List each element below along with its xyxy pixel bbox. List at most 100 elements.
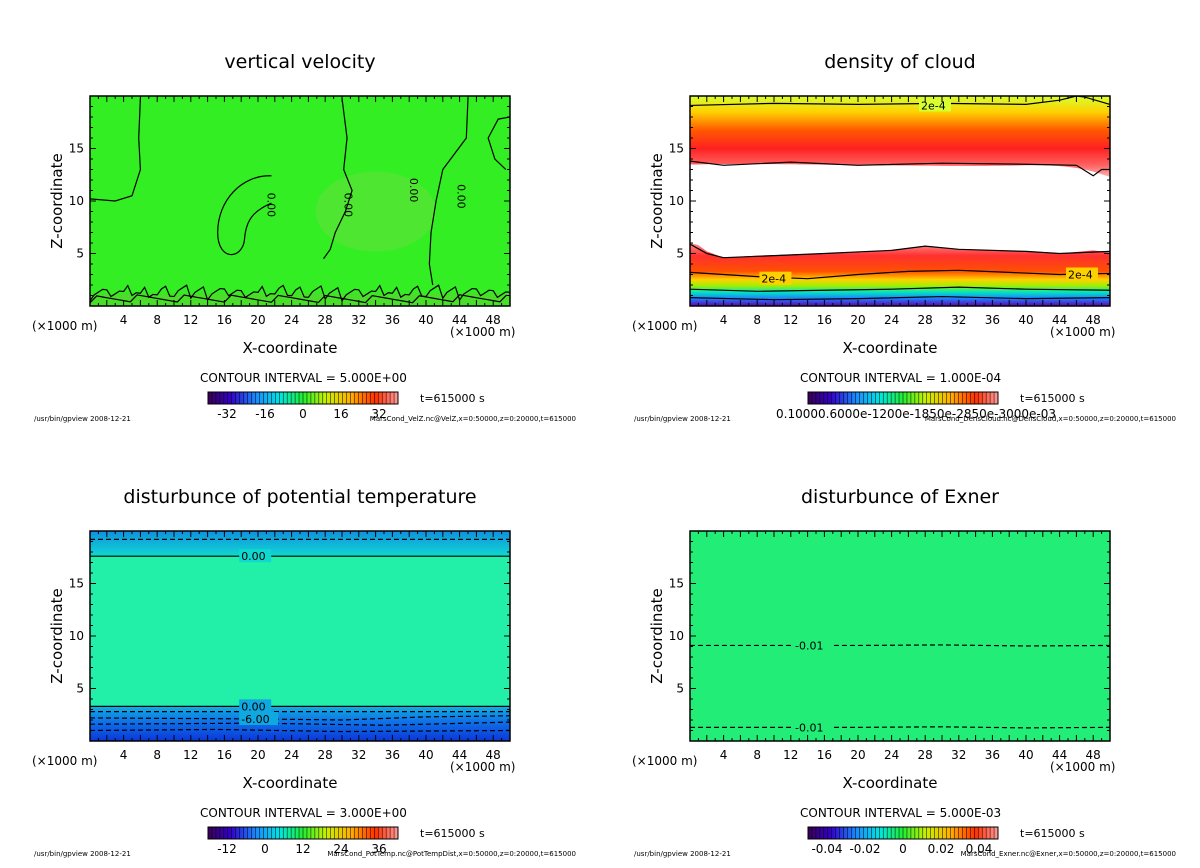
colorbar-tick-label: 12 <box>295 842 310 856</box>
x-tick-label: 44 <box>1052 313 1067 327</box>
colorbar-tick-label: 0.02 <box>928 842 955 856</box>
contour-line <box>689 295 1111 301</box>
contour-label: -0.01 <box>795 721 823 734</box>
x-tick-label: 12 <box>183 748 198 762</box>
time-stamp: t=615000 s <box>420 827 485 840</box>
x-tick-label: 36 <box>985 313 1000 327</box>
x-tick-label: 44 <box>452 748 467 762</box>
colorbar: -12 0 12 24 36 <box>207 826 399 856</box>
x-tick-label: 44 <box>452 313 467 327</box>
contour-label-bg <box>239 699 272 713</box>
footer-command: /usr/bin/gpview 2008-12-21 <box>634 415 731 423</box>
x-axis: 4 8 12 16 20 24 28 32 36 40 44 48(×1000 m) (×1000 m)… <box>632 531 1115 792</box>
colorbar-tick-label: 0 <box>899 842 907 856</box>
y-tick-label: 15 <box>69 142 84 156</box>
time-stamp: t=615000 s <box>1020 827 1085 840</box>
x-unit-right: (×1000 m) <box>1050 760 1115 774</box>
contour-label: -6.00 <box>241 713 269 726</box>
x-tick-label: 36 <box>385 313 400 327</box>
contour-line <box>89 721 511 726</box>
x-tick-label: 16 <box>817 748 832 762</box>
x-axis-label: X-coordinate <box>843 339 938 357</box>
contour-label: 0.00 <box>241 550 266 563</box>
x-tick-label: 36 <box>985 748 1000 762</box>
x-unit-right: (×1000 m) <box>450 760 515 774</box>
colorbar-tick-label: 36 <box>371 842 386 856</box>
chart-panel-4: disturbunce of Exner-0.01-0.014 8 12 16 20 24… <box>632 486 1176 858</box>
contour-line <box>487 116 511 170</box>
contour-lines <box>89 538 511 733</box>
x-unit-right: (×1000 m) <box>450 325 515 339</box>
x-unit-right: (×1000 m) <box>1050 325 1115 339</box>
contour-label: 2e-4 <box>761 273 786 286</box>
colorbar-tick-label: -0.02 <box>849 842 880 856</box>
y-tick-label: 5 <box>76 247 84 261</box>
chart-title: disturbunce of potential temperature <box>123 486 476 508</box>
contour-line <box>323 98 353 260</box>
field-fill <box>690 531 1110 741</box>
y-axis: 5 10 15Z-coordinate <box>48 541 510 731</box>
colorbar-tick-label: -32 <box>217 407 237 421</box>
colorbar-tick-label: 24 <box>333 842 348 856</box>
x-tick-label: 28 <box>918 313 933 327</box>
x-tick-label: 24 <box>284 748 299 762</box>
contour-label-bg <box>239 711 279 725</box>
contour-line <box>89 715 511 721</box>
contour-label: 0.00 <box>407 178 420 203</box>
x-tick-label: 20 <box>250 313 265 327</box>
colorbar-tick-label: 0.04 <box>966 842 993 856</box>
colorbar-tick-label: 0 <box>299 407 307 421</box>
footer-command: /usr/bin/gpview 2008-12-21 <box>34 850 131 858</box>
field-shade <box>315 171 436 252</box>
x-axis: 4 8 12 16 20 24 28 32 36 40 44 48(×1000 m) (×1000 m)… <box>32 531 515 792</box>
contour-label: 0.00 <box>241 700 266 713</box>
x-tick-label: 40 <box>1018 748 1033 762</box>
y-tick-label: 15 <box>669 577 684 591</box>
contour-line <box>89 98 142 202</box>
x-axis: 4 8 12 16 20 24 28 32 36 40 44 48(×1000 m) (×1000 m)… <box>632 96 1115 357</box>
colorbar-tick-label: 16 <box>333 407 348 421</box>
contour-label: 2e-4 <box>1068 269 1093 282</box>
x-tick-label: 4 <box>120 313 128 327</box>
x-tick-label: 4 <box>720 748 728 762</box>
x-tick-label: 36 <box>385 748 400 762</box>
footer-command: /usr/bin/gpview 2008-12-21 <box>634 850 731 858</box>
colorbar: -0.04 -0.02 0 0.02 0.04 <box>807 826 999 856</box>
x-tick-label: 24 <box>884 313 899 327</box>
x-tick-label: 12 <box>783 313 798 327</box>
x-tick-label: 8 <box>753 748 761 762</box>
x-unit-left: (×1000 m) <box>632 319 697 333</box>
x-tick-label: 40 <box>1018 313 1033 327</box>
colorbar: -32 -16 0 16 32 <box>207 391 399 421</box>
y-tick-label: 5 <box>76 682 84 696</box>
contour-label: 2e-4 <box>921 99 946 112</box>
contour-lines <box>89 98 511 304</box>
x-tick-label: 32 <box>951 748 966 762</box>
y-axis: 5 10 15Z-coordinate <box>648 106 1110 296</box>
plot-area <box>690 96 1110 306</box>
contour-interval: CONTOUR INTERVAL = 5.000E-03 <box>800 806 1001 820</box>
colorbar-tick-label: 32 <box>371 407 386 421</box>
y-tick-label: 5 <box>676 682 684 696</box>
contour-label-bg <box>239 549 272 563</box>
x-tick-label: 20 <box>850 748 865 762</box>
y-tick-label: 10 <box>669 629 684 643</box>
chart-title: vertical velocity <box>224 51 375 73</box>
colorbar-tick-label: 0 <box>261 842 269 856</box>
colorbar: 0.10000.6000e-1200e-1850e-2850e-3000e-03 <box>776 391 1056 421</box>
chart-title: disturbunce of Exner <box>801 486 999 508</box>
x-unit-left: (×1000 m) <box>32 754 97 768</box>
contour-interval: CONTOUR INTERVAL = 1.000E-04 <box>800 371 1001 385</box>
contour-line <box>689 160 1110 177</box>
footer-command: /usr/bin/gpview 2008-12-21 <box>34 415 131 423</box>
x-tick-label: 32 <box>951 313 966 327</box>
x-tick-label: 44 <box>1052 748 1067 762</box>
y-axis: 5 10 15Z-coordinate <box>648 541 1110 731</box>
upper-cloud-layer <box>690 96 1110 177</box>
contour-interval: CONTOUR INTERVAL = 5.000E+00 <box>200 371 407 385</box>
time-stamp: t=615000 s <box>1020 392 1085 405</box>
colorbar-tick-label: 0.10000.6000e-1200e-1850e-2850e-3000e-03 <box>776 407 1056 421</box>
x-tick-label: 24 <box>884 748 899 762</box>
footer-source: MarsCond_VelZ.nc@VelZ,x=0:50000,z=0:2000… <box>370 415 576 423</box>
x-tick-label: 28 <box>918 748 933 762</box>
